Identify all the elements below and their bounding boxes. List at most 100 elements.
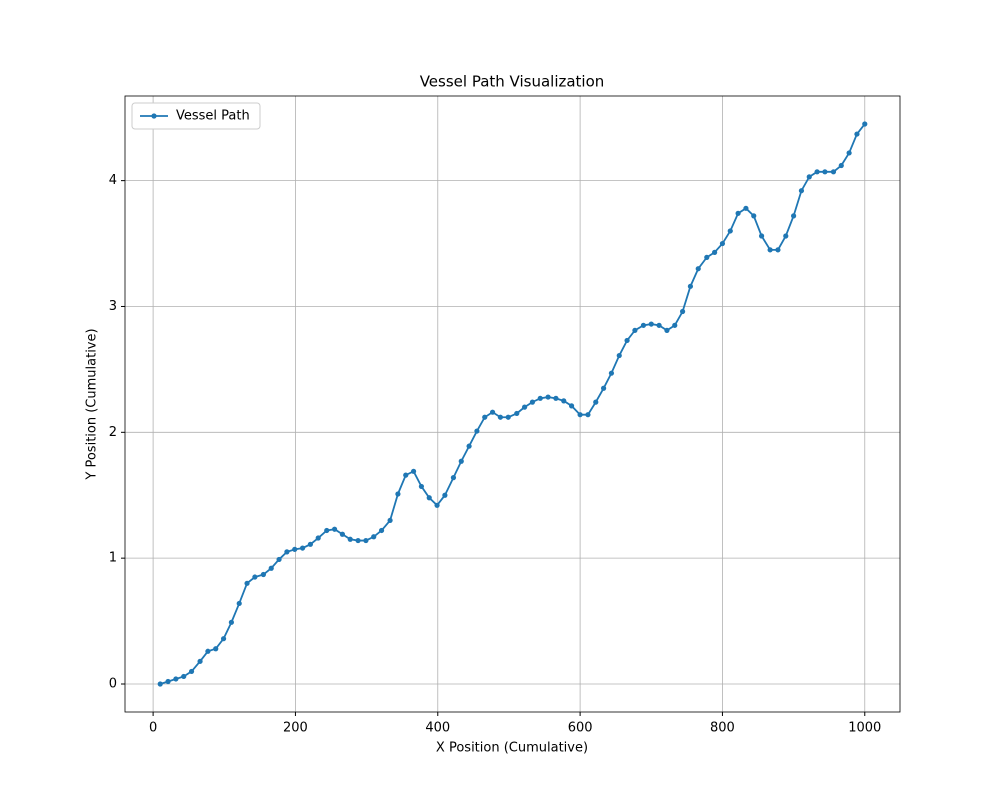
- marker: [814, 169, 820, 175]
- marker: [276, 556, 282, 563]
- marker: [497, 414, 504, 420]
- marker: [672, 322, 678, 328]
- marker: [165, 678, 171, 685]
- marker: [783, 233, 789, 239]
- line: [159, 123, 866, 685]
- y-tick-label: 4: [109, 173, 117, 188]
- marker: [521, 404, 528, 410]
- marker: [284, 549, 290, 555]
- marker: [822, 169, 828, 175]
- marker: [648, 321, 654, 327]
- x-tick-label: 800: [710, 721, 735, 736]
- marker: [181, 673, 187, 680]
- marker: [505, 414, 511, 420]
- marker: [514, 410, 520, 417]
- marker: [656, 322, 662, 328]
- marker: [292, 546, 298, 552]
- marker: [252, 574, 258, 580]
- marker: [371, 534, 377, 540]
- marker: [173, 676, 179, 682]
- marker: [679, 308, 686, 315]
- x-tick-label: 0: [149, 721, 157, 736]
- marker: [315, 535, 321, 541]
- marker: [466, 443, 472, 449]
- marker: [299, 545, 306, 551]
- marker: [395, 491, 401, 497]
- marker: [561, 398, 567, 404]
- x-axis-label: X Position (Cumulative): [436, 741, 588, 756]
- marker: [228, 619, 234, 625]
- marker: [197, 658, 203, 664]
- marker: [758, 233, 765, 239]
- marker: [775, 247, 781, 253]
- marker: [854, 131, 860, 137]
- marker: [387, 517, 393, 524]
- x-tick-label: 200: [283, 721, 308, 736]
- marker: [719, 240, 726, 247]
- marker: [434, 502, 440, 508]
- x-tick-label: 1000: [848, 721, 881, 736]
- marker: [537, 395, 543, 401]
- marker: [442, 492, 448, 498]
- marker: [355, 537, 361, 544]
- marker: [568, 403, 575, 409]
- marker: [188, 668, 195, 675]
- marker: [450, 475, 457, 481]
- legend-label: Vessel Path: [176, 109, 250, 124]
- marker: [577, 412, 583, 418]
- marker: [347, 536, 353, 542]
- marker: [474, 428, 480, 434]
- marker: [331, 526, 338, 532]
- marker: [767, 247, 773, 253]
- marker: [608, 370, 615, 376]
- marker: [846, 150, 852, 156]
- marker: [585, 412, 591, 418]
- y-tick-label: 2: [109, 425, 117, 440]
- marker: [553, 395, 559, 401]
- marker: [664, 327, 670, 333]
- y-tick-label: 0: [109, 677, 117, 692]
- marker: [616, 352, 622, 359]
- marker: [735, 210, 741, 216]
- marker: [712, 249, 718, 255]
- y-tick-label: 3: [109, 299, 117, 314]
- marker: [624, 337, 630, 344]
- marker: [268, 565, 274, 571]
- marker: [687, 283, 694, 289]
- marker: [545, 394, 551, 400]
- marker: [220, 636, 227, 642]
- marker: [157, 681, 163, 687]
- marker: [798, 188, 805, 194]
- marker: [260, 571, 267, 578]
- plot-frame: [124, 95, 901, 713]
- marker: [632, 327, 638, 333]
- marker: [426, 495, 432, 501]
- x-tick-label: 600: [568, 721, 593, 736]
- legend-marker: [151, 113, 157, 119]
- marker: [418, 483, 425, 490]
- marker: [791, 213, 797, 219]
- marker: [378, 527, 385, 534]
- marker: [727, 228, 733, 234]
- legend-box: [131, 102, 261, 130]
- marker: [213, 646, 219, 652]
- marker: [704, 254, 710, 260]
- marker: [862, 121, 868, 127]
- y-axis-label: Y Position (Cumulative): [85, 328, 100, 480]
- chart-title: Vessel Path Visualization: [420, 73, 605, 91]
- marker: [640, 322, 647, 328]
- marker: [489, 409, 496, 415]
- y-tick-label: 1: [109, 551, 117, 566]
- marker: [339, 531, 346, 537]
- x-tick-label: 400: [425, 721, 450, 736]
- legend: Vessel Path: [131, 102, 261, 130]
- marker: [363, 537, 369, 544]
- marker: [458, 458, 464, 464]
- marker: [205, 648, 211, 654]
- marker: [751, 213, 757, 219]
- marker: [806, 174, 812, 180]
- marker: [324, 527, 330, 534]
- marker: [830, 169, 837, 175]
- marker: [695, 266, 701, 272]
- marker: [838, 162, 844, 169]
